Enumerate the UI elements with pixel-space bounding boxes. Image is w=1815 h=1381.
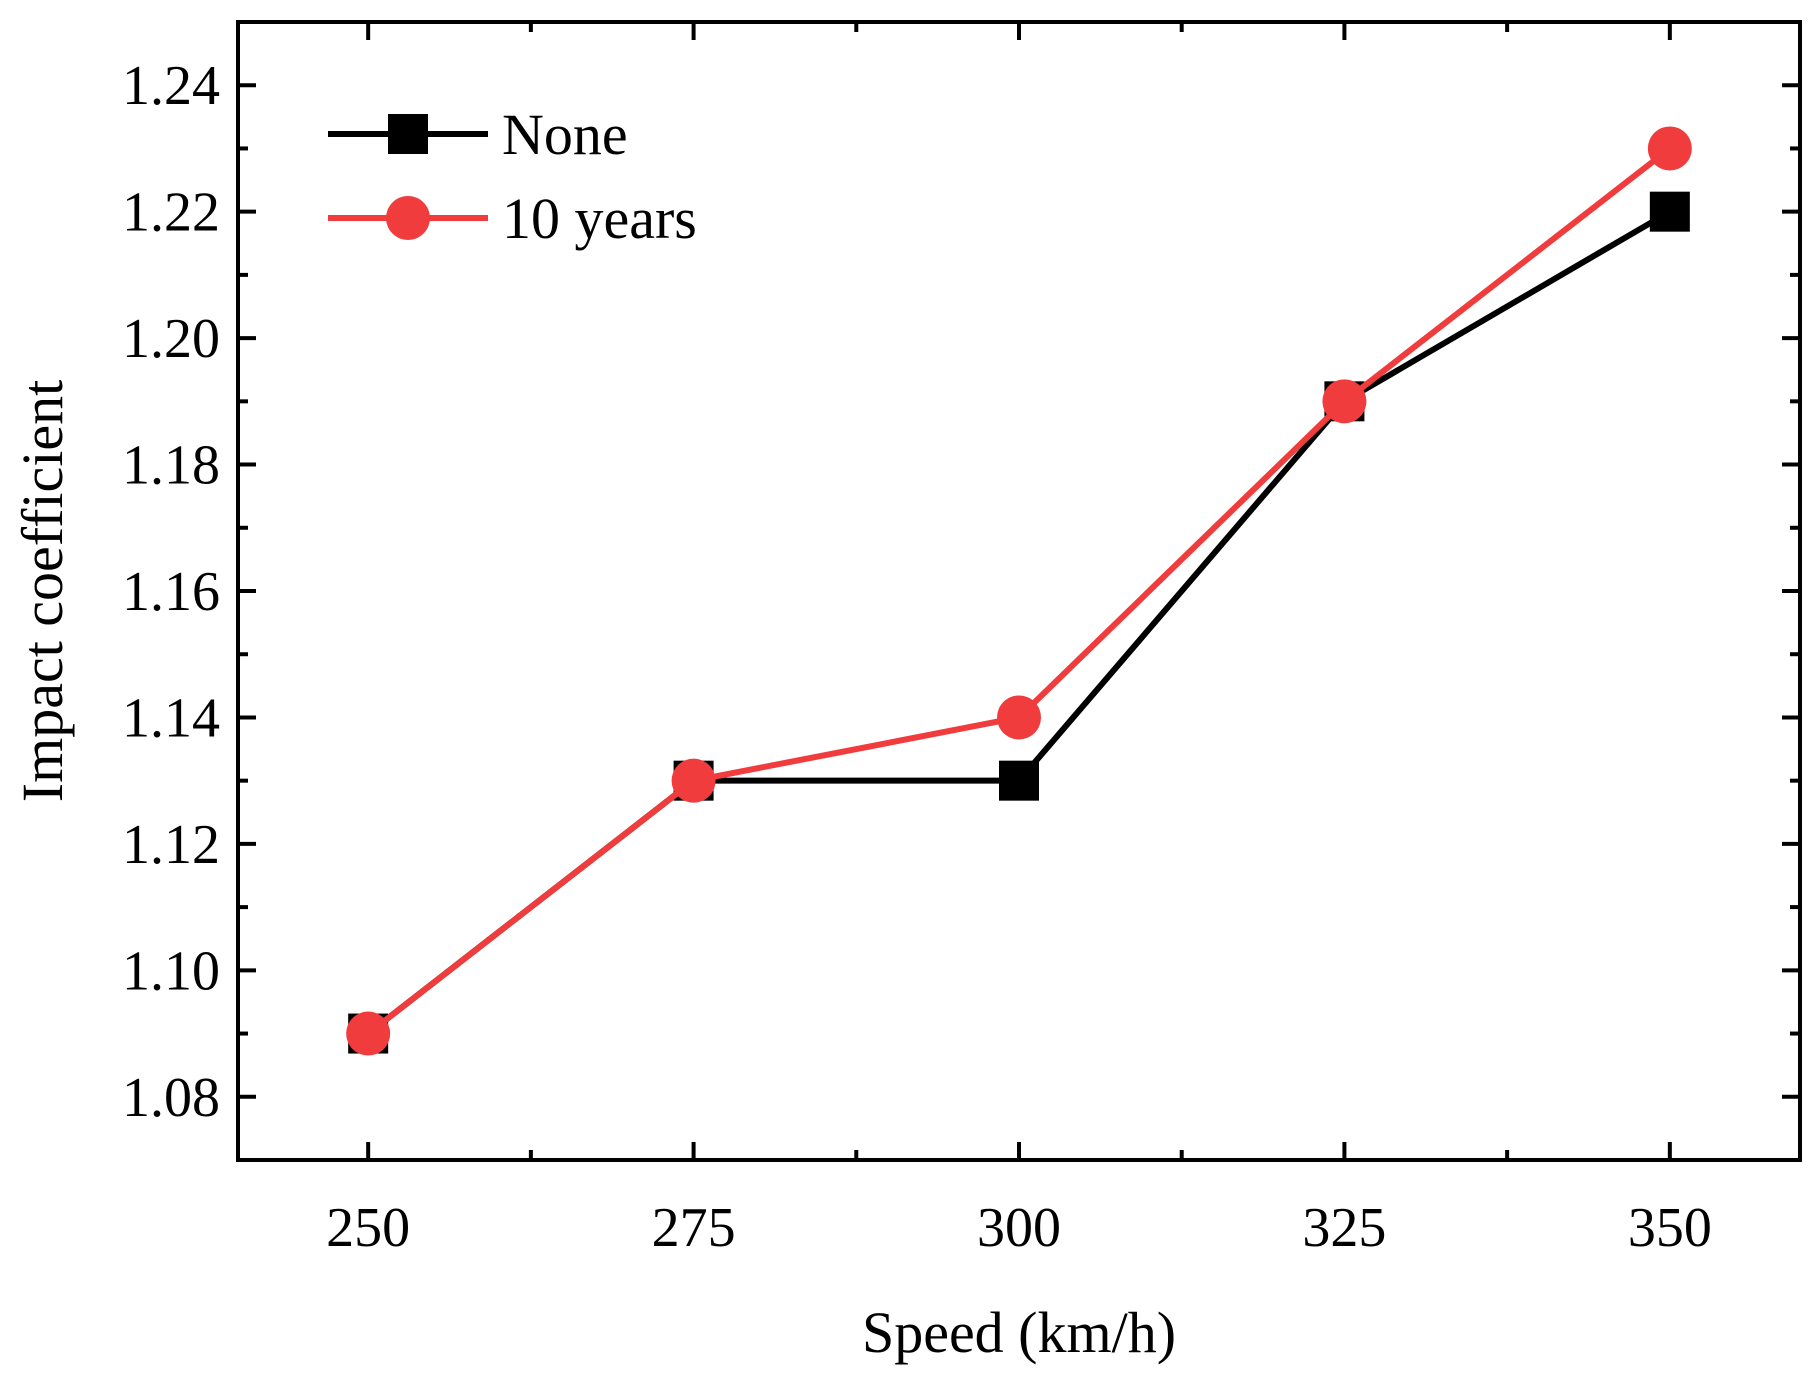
x-axis-title: Speed (km/h) <box>862 1300 1176 1365</box>
y-tick-label: 1.18 <box>122 435 220 497</box>
y-axis-ticks: 1.08 1.10 1.12 1.14 1.16 1.18 1.20 1.22 1.24 <box>122 55 1800 1129</box>
plot-frame <box>236 20 1802 1162</box>
x-tick-label: 350 <box>1628 1197 1712 1259</box>
y-tick-label: 1.22 <box>122 182 220 244</box>
series-line <box>366 209 1672 1036</box>
y-tick-label: 1.16 <box>122 561 220 623</box>
series-none <box>348 191 1690 1054</box>
data-point <box>997 695 1041 740</box>
y-tick-label: 1.10 <box>122 940 220 1002</box>
y-axis-title: Impact coefficient <box>10 380 75 802</box>
legend: None 10 years <box>328 102 697 251</box>
data-point <box>1649 191 1690 232</box>
plot-area: 250 275 300 325 350 1.08 1.10 1.12 1.14 1.16 1.18… <box>122 20 1802 1259</box>
data-point <box>1322 379 1367 424</box>
x-tick-label: 300 <box>977 1197 1061 1259</box>
y-tick-label: 1.24 <box>122 55 220 117</box>
data-point <box>999 760 1039 801</box>
x-axis-ticks: 250 275 300 325 350 <box>326 22 1712 1259</box>
legend-marker <box>386 196 430 240</box>
y-tick-label: 1.20 <box>122 308 220 370</box>
y-tick-label: 1.08 <box>122 1067 220 1129</box>
y-tick-label: 1.12 <box>122 814 220 876</box>
legend-item: None <box>328 102 628 167</box>
legend-item: 10 years <box>328 186 697 251</box>
series-10-years <box>346 126 1692 1056</box>
series-line <box>366 146 1672 1036</box>
x-tick-label: 275 <box>652 1197 736 1259</box>
data-point <box>346 1011 391 1056</box>
data-point <box>671 758 716 803</box>
legend-label: 10 years <box>502 186 697 251</box>
x-tick-label: 325 <box>1302 1197 1386 1259</box>
x-tick-label: 250 <box>326 1197 410 1259</box>
y-tick-label: 1.14 <box>122 687 220 749</box>
data-point <box>1647 126 1692 171</box>
legend-marker <box>388 114 428 154</box>
legend-label: None <box>502 102 628 167</box>
series-layer <box>346 126 1692 1056</box>
